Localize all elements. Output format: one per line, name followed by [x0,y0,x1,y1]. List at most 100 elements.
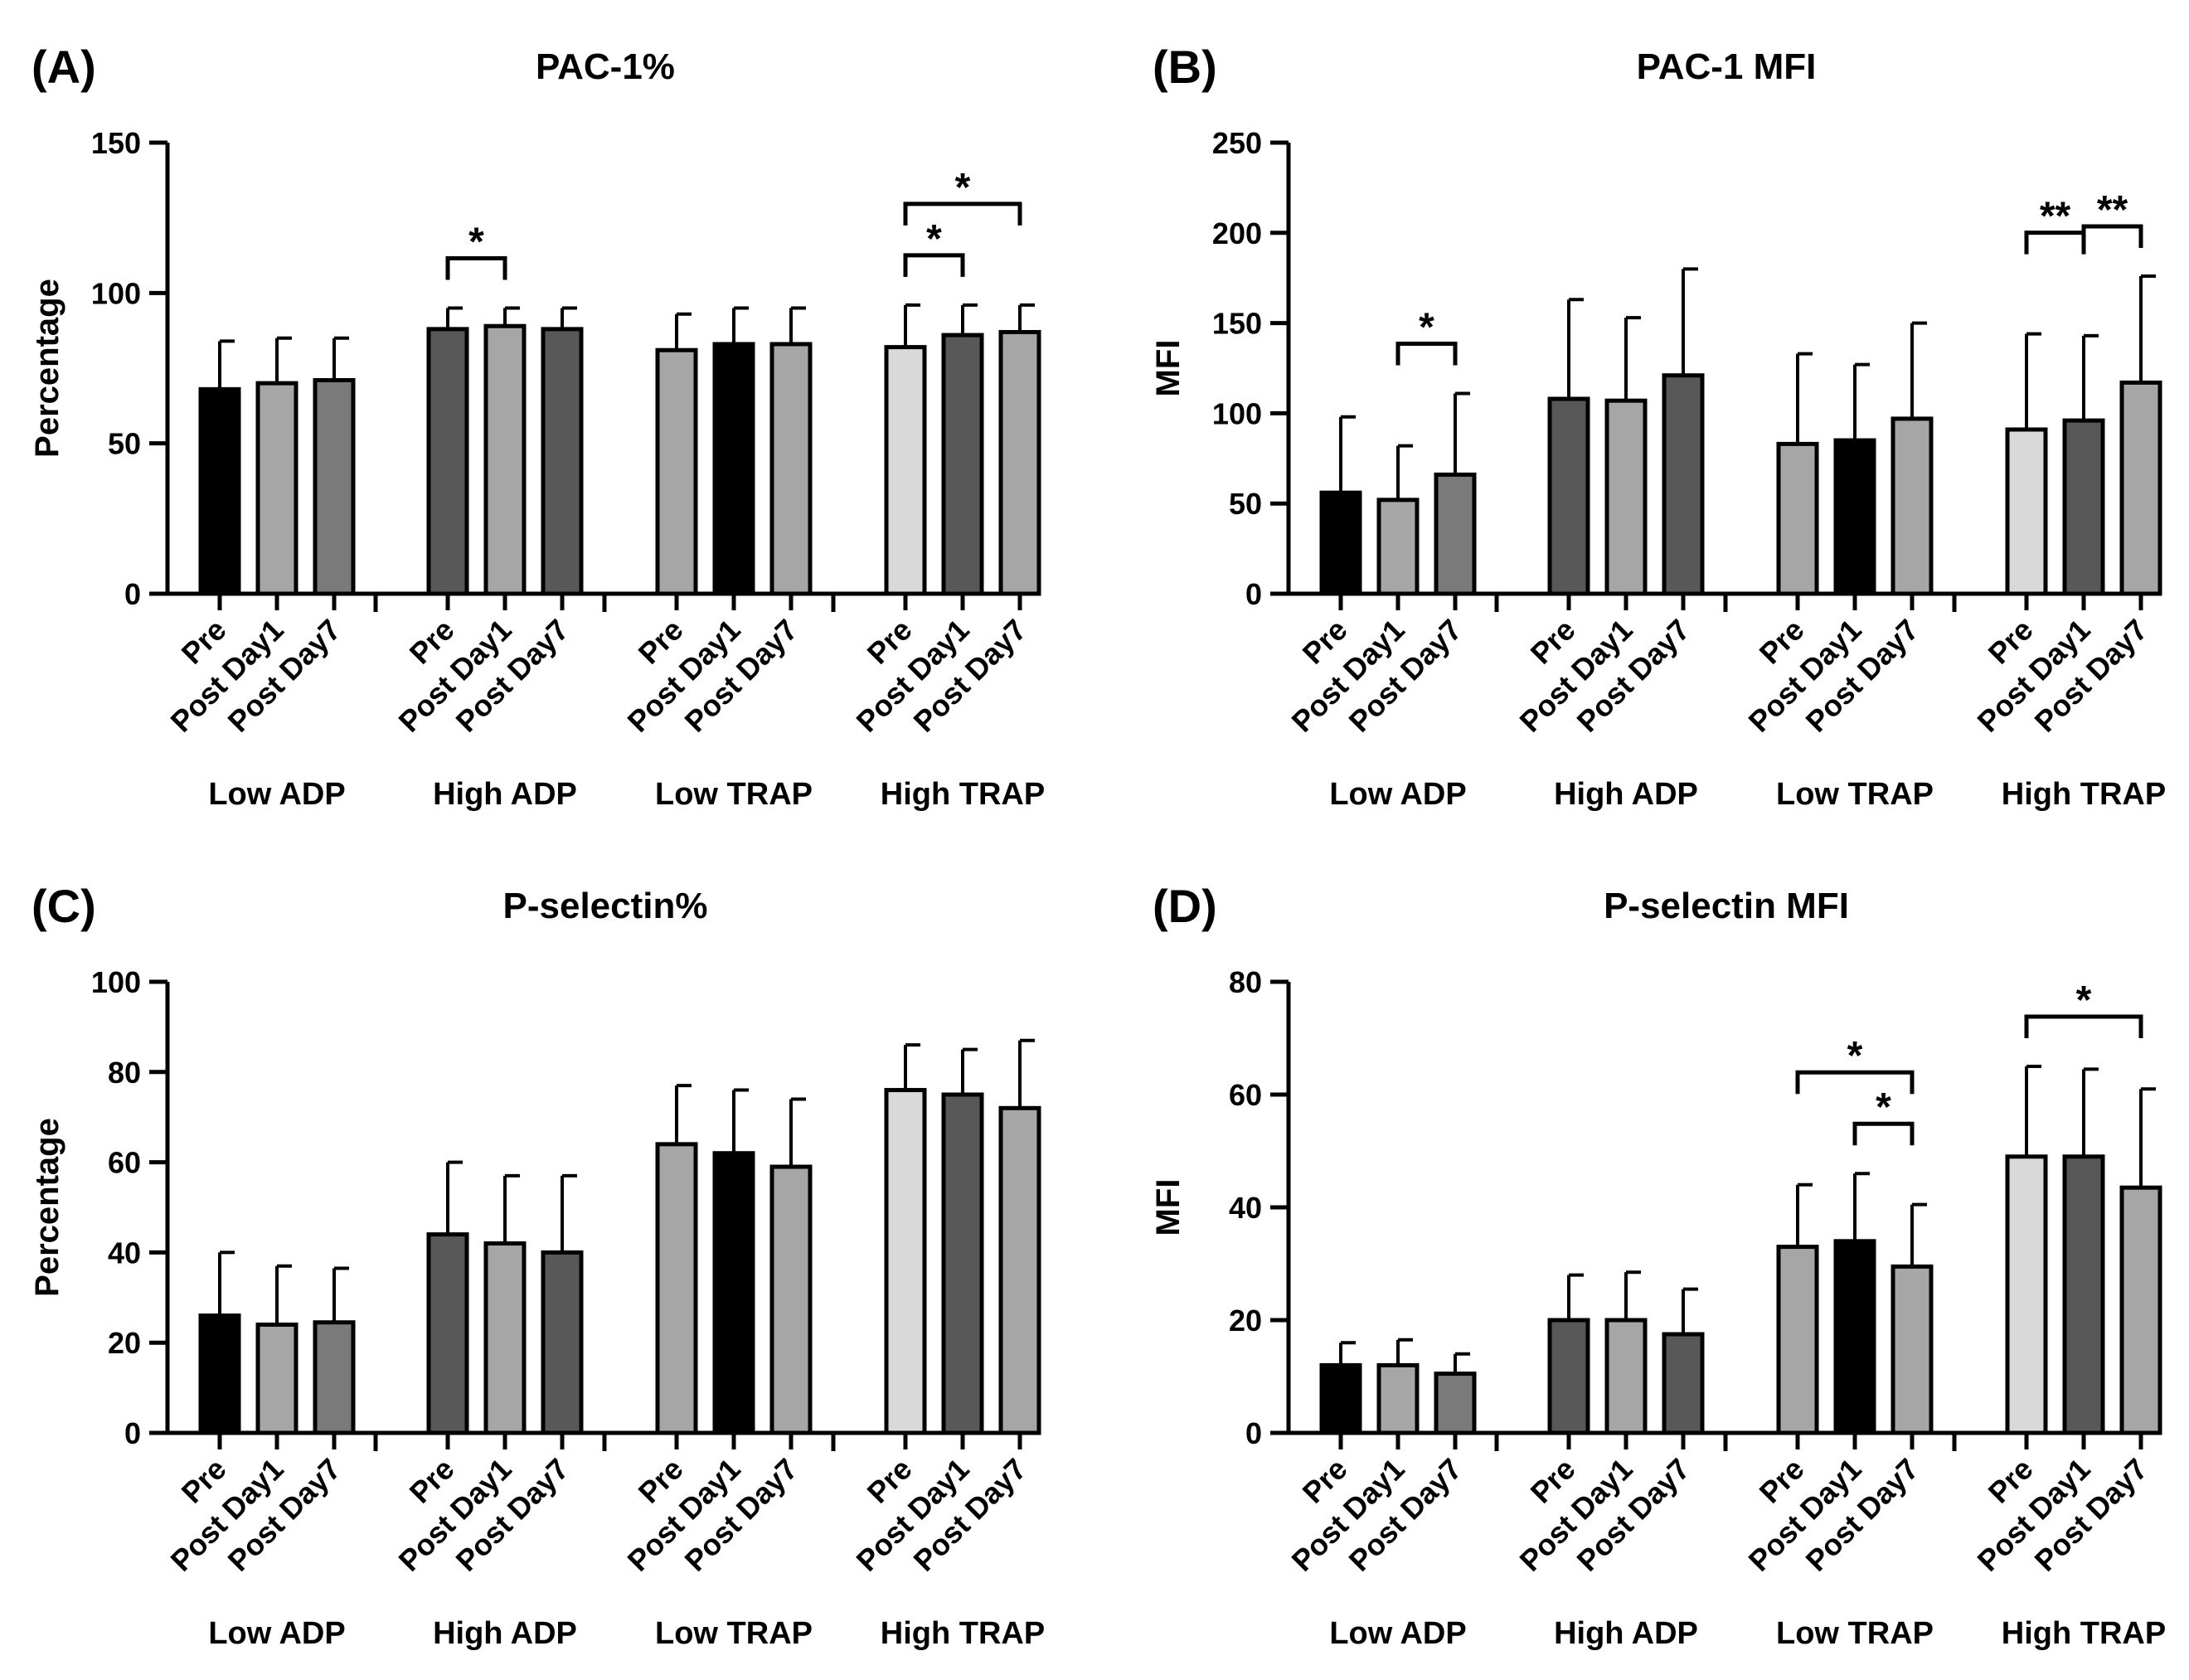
bar [255,381,298,596]
bar [712,342,755,596]
significance-label: * [1876,1085,1891,1129]
y-axis-title: MFI [1150,1179,1187,1236]
bar [541,1250,584,1435]
y-tick-label: 250 [1212,126,1262,160]
bar [2119,1185,2162,1435]
bar [1776,441,1819,596]
y-tick-label: 100 [91,965,141,999]
bar [1891,416,1934,596]
y-tick-label: 150 [91,126,141,160]
bar [426,327,469,596]
bar [255,1322,298,1435]
bar [941,1092,984,1435]
group-label: Low TRAP [1776,777,1934,812]
y-tick-label: 150 [1212,307,1262,341]
panel-c: (C) P-selectin%Percentage020406080100PreP… [29,880,1045,1651]
y-tick-label: 0 [1245,1416,1262,1450]
group-label: Low TRAP [1776,1616,1934,1651]
y-tick-label: 0 [124,1416,141,1450]
bar [1434,1372,1477,1435]
significance-label: * [926,217,942,261]
y-tick-label: 80 [1229,965,1262,999]
significance-bracket [1395,341,1458,366]
bar [1662,373,1705,596]
significance-bracket [903,202,1022,226]
chart-title: PAC-1% [536,46,675,87]
bar [2062,1154,2105,1435]
significance-bracket [903,253,965,277]
bar [769,1164,813,1435]
y-tick-label: 80 [108,1056,141,1090]
bar [998,1105,1041,1435]
y-axis-title: Percentage [29,1118,66,1297]
significance-label: ** [2097,188,2128,232]
y-tick-label: 60 [108,1146,141,1180]
bar [2062,418,2105,596]
y-tick-label: 20 [108,1326,141,1360]
panel-letter: (C) [32,880,96,932]
chart-title: P-selectin% [503,886,708,926]
bar [1776,1245,1819,1435]
bar [2005,427,2048,596]
bar [1376,498,1420,596]
y-tick-label: 20 [1229,1304,1262,1338]
significance-bracket [445,255,507,280]
bar [1547,396,1590,596]
group-label: Low TRAP [655,777,813,812]
group-label: High ADP [1554,1616,1698,1651]
panel-letter: (D) [1153,880,1217,932]
significance-label: * [955,166,971,210]
bar [426,1232,469,1435]
bar [941,333,984,596]
bar [2119,380,2162,596]
bar [1547,1318,1590,1435]
y-tick-label: 50 [1229,487,1262,521]
significance-bracket [1795,1070,1915,1095]
significance-label: ** [2040,195,2071,239]
group-label: High ADP [433,777,577,812]
bar [198,386,241,596]
bar [1319,490,1362,596]
group-label: Low ADP [1329,777,1466,812]
y-tick-label: 50 [108,427,141,461]
bar [998,329,1041,596]
significance-bracket [2024,1014,2143,1038]
bar [1833,1239,1876,1435]
bar [1319,1362,1362,1435]
group-label: High ADP [1554,777,1698,812]
bar [769,342,813,596]
group-label: Low ADP [1329,1616,1466,1651]
group-label: High TRAP [2002,777,2166,812]
group-label: High ADP [433,1616,577,1651]
significance-label: * [1419,305,1434,349]
bar [712,1151,755,1435]
y-tick-label: 0 [124,577,141,611]
y-tick-label: 100 [91,276,141,310]
bar [1891,1264,1934,1435]
panel-letter: (A) [32,41,96,93]
y-tick-label: 40 [1229,1191,1262,1225]
y-tick-label: 0 [1245,577,1262,611]
y-axis-title: MFI [1150,340,1187,397]
bar [2005,1154,2048,1435]
group-label: Low TRAP [655,1616,813,1651]
group-label: High TRAP [881,777,1045,812]
significance-label: * [468,220,484,264]
bar [1833,438,1876,596]
bar [313,1320,356,1435]
y-tick-label: 40 [108,1236,141,1270]
group-label: High TRAP [2002,1616,2166,1651]
group-label: Low ADP [208,1616,345,1651]
bar [313,378,356,596]
bar [1434,472,1477,596]
significance-label: * [2076,978,2092,1022]
bar [483,1241,527,1435]
bar [1662,1332,1705,1435]
bar [655,347,698,596]
bar [198,1313,241,1435]
panel-letter: (B) [1153,41,1217,93]
bar [1604,398,1648,596]
